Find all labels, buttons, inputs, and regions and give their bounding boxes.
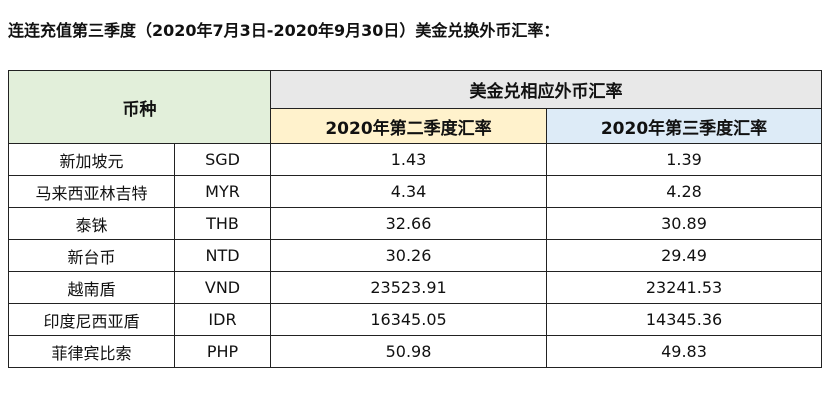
q2-rate-value: 1.43 — [270, 143, 547, 176]
q2-rate-value: 30.26 — [270, 239, 547, 272]
q2-rate-value: 32.66 — [270, 207, 547, 240]
q3-rate-value: 29.49 — [546, 239, 822, 272]
currency-code: MYR — [174, 175, 271, 208]
q2-rate-value: 4.34 — [270, 175, 547, 208]
header-row-top: 币种 美金兑相应外币汇率 — [8, 70, 822, 144]
currency-code: SGD — [174, 143, 271, 176]
table-row: 新加坡元 SGD 1.43 1.39 — [8, 143, 822, 176]
currency-code: THB — [174, 207, 271, 240]
table-row: 新台币 NTD 30.26 29.49 — [8, 239, 822, 272]
rate-group-header: 美金兑相应外币汇率 — [270, 70, 822, 109]
q3-rate-value: 49.83 — [546, 335, 822, 368]
q2-rate-value: 16345.05 — [270, 303, 547, 336]
q3-rate-header: 2020年第三季度汇率 — [546, 108, 822, 144]
currency-code: VND — [174, 271, 271, 304]
currency-name: 马来西亚林吉特 — [8, 175, 175, 208]
q3-rate-value: 4.28 — [546, 175, 822, 208]
table-row: 泰铢 THB 32.66 30.89 — [8, 207, 822, 240]
currency-name: 新加坡元 — [8, 143, 175, 176]
table-row: 菲律宾比索 PHP 50.98 49.83 — [8, 335, 822, 368]
table-row: 马来西亚林吉特 MYR 4.34 4.28 — [8, 175, 822, 208]
currency-name: 越南盾 — [8, 271, 175, 304]
rate-rows: 新加坡元 SGD 1.43 1.39 马来西亚林吉特 MYR 4.34 4.28… — [8, 143, 822, 368]
table-row: 印度尼西亚盾 IDR 16345.05 14345.36 — [8, 303, 822, 336]
q2-rate-value: 50.98 — [270, 335, 547, 368]
currency-name: 菲律宾比索 — [8, 335, 175, 368]
currency-code: NTD — [174, 239, 271, 272]
currency-name: 泰铢 — [8, 207, 175, 240]
exchange-rate-table: 币种 美金兑相应外币汇率 2020年第二季度汇率 2020年第三季度汇率 新加坡… — [8, 70, 822, 368]
q3-rate-value: 30.89 — [546, 207, 822, 240]
q3-rate-value: 1.39 — [546, 143, 822, 176]
table-row: 越南盾 VND 23523.91 23241.53 — [8, 271, 822, 304]
q3-rate-value: 14345.36 — [546, 303, 822, 336]
currency-name: 新台币 — [8, 239, 175, 272]
q3-rate-value: 23241.53 — [546, 271, 822, 304]
currency-code: PHP — [174, 335, 271, 368]
header-row-bottom: 2020年第二季度汇率 2020年第三季度汇率 — [9, 108, 822, 144]
currency-code: IDR — [174, 303, 271, 336]
currency-header: 币种 — [8, 70, 271, 144]
q2-rate-value: 23523.91 — [270, 271, 547, 304]
q2-rate-header: 2020年第二季度汇率 — [270, 108, 547, 144]
page-title: 连连充值第三季度（2020年7月3日-2020年9月30日）美金兑换外币汇率： — [8, 21, 560, 40]
currency-name: 印度尼西亚盾 — [8, 303, 175, 336]
